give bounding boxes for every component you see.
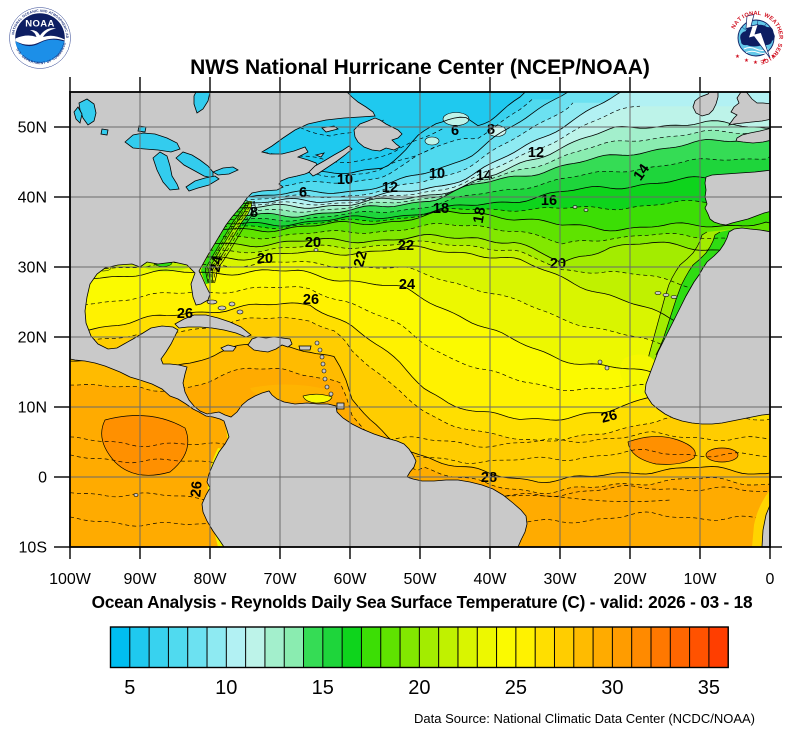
svg-text:22: 22 <box>351 249 371 269</box>
svg-text:A: A <box>733 20 740 27</box>
svg-text:T: T <box>773 22 780 29</box>
svg-text:E: E <box>776 30 783 35</box>
svg-text:6: 6 <box>299 185 307 201</box>
svg-text:L: L <box>757 11 762 17</box>
svg-text:10: 10 <box>337 172 353 188</box>
svg-text:20: 20 <box>550 256 566 272</box>
svg-text:N: N <box>731 24 738 30</box>
svg-text:★: ★ <box>744 57 749 64</box>
svg-text:0: 0 <box>766 571 775 588</box>
svg-text:50W: 50W <box>404 571 438 588</box>
svg-text:15: 15 <box>312 677 334 699</box>
svg-text:C: C <box>763 56 769 63</box>
svg-text:NWS National Hurricane Center: NWS National Hurricane Center (NCEP/NOAA… <box>190 56 650 79</box>
svg-text:100W: 100W <box>49 571 92 588</box>
svg-text:25: 25 <box>505 677 527 699</box>
svg-text:22: 22 <box>398 238 414 254</box>
svg-text:T: T <box>737 16 744 23</box>
svg-text:14: 14 <box>631 161 653 183</box>
svg-text:26: 26 <box>599 407 619 427</box>
svg-text:10N: 10N <box>18 400 47 417</box>
svg-text:60W: 60W <box>334 571 368 588</box>
svg-text:Ocean Analysis - Reynolds Dail: Ocean Analysis - Reynolds Daily Sea Surf… <box>92 592 753 612</box>
svg-text:40N: 40N <box>18 190 47 207</box>
svg-text:50N: 50N <box>18 120 47 137</box>
svg-text:A: A <box>770 18 777 25</box>
svg-text:H: H <box>775 26 782 32</box>
svg-text:A: A <box>753 11 757 17</box>
svg-text:R: R <box>777 35 783 39</box>
svg-text:10W: 10W <box>684 571 718 588</box>
svg-text:12: 12 <box>528 145 544 161</box>
svg-text:30W: 30W <box>544 571 578 588</box>
svg-text:★: ★ <box>771 53 776 60</box>
svg-text:5: 5 <box>124 677 135 699</box>
svg-text:80W: 80W <box>194 571 228 588</box>
svg-text:10: 10 <box>429 166 445 182</box>
svg-text:E: E <box>759 58 764 65</box>
svg-text:Data Source: National Climatic: Data Source: National Climatic Data Cent… <box>414 711 755 726</box>
svg-text:★: ★ <box>762 57 767 64</box>
svg-text:★: ★ <box>753 59 758 66</box>
svg-text:NOAA: NOAA <box>25 19 55 30</box>
svg-text:26: 26 <box>303 292 319 308</box>
svg-text:70W: 70W <box>264 571 298 588</box>
svg-text:28: 28 <box>481 470 497 486</box>
svg-text:20: 20 <box>305 235 321 251</box>
svg-text:16: 16 <box>541 193 557 209</box>
svg-text:E: E <box>768 15 775 22</box>
svg-text:18: 18 <box>433 201 449 217</box>
svg-text:90W: 90W <box>124 571 158 588</box>
svg-text:10S: 10S <box>19 540 47 557</box>
svg-text:24: 24 <box>399 277 415 293</box>
svg-text:O: O <box>744 12 751 19</box>
svg-text:20W: 20W <box>614 571 648 588</box>
svg-text:26: 26 <box>188 480 205 497</box>
svg-text:8: 8 <box>250 205 258 221</box>
svg-text:18: 18 <box>471 206 490 225</box>
svg-text:20: 20 <box>257 251 273 267</box>
svg-text:I: I <box>767 55 772 61</box>
svg-text:6: 6 <box>451 123 459 139</box>
svg-text:40W: 40W <box>474 571 508 588</box>
svg-text:8: 8 <box>487 122 495 138</box>
svg-text:12: 12 <box>382 180 398 196</box>
svg-text:35: 35 <box>698 677 720 699</box>
svg-text:R: R <box>772 49 779 56</box>
svg-text:I: I <box>741 14 746 20</box>
svg-text:24: 24 <box>207 255 226 274</box>
svg-text:26: 26 <box>177 306 193 322</box>
svg-text:20N: 20N <box>18 330 47 347</box>
svg-text:20: 20 <box>408 677 430 699</box>
svg-text:★: ★ <box>735 53 740 60</box>
svg-text:N: N <box>749 11 754 18</box>
svg-text:10: 10 <box>215 677 237 699</box>
svg-text:0: 0 <box>38 470 47 487</box>
svg-text:30N: 30N <box>18 260 47 277</box>
svg-text:14: 14 <box>476 168 492 184</box>
svg-text:E: E <box>774 46 781 52</box>
svg-text:W: W <box>763 12 771 20</box>
svg-text:S: S <box>776 42 783 48</box>
svg-text:30: 30 <box>601 677 623 699</box>
svg-text:V: V <box>769 52 776 59</box>
